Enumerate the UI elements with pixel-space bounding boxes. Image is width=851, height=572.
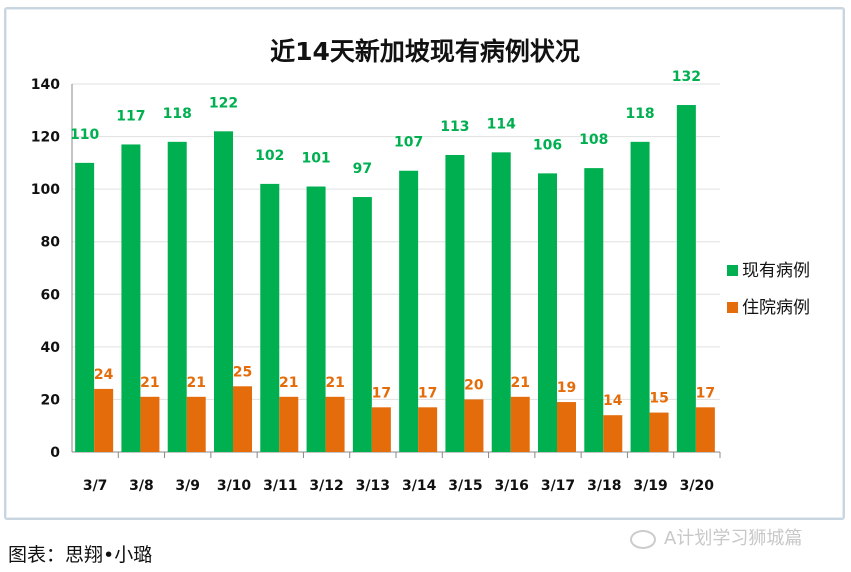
x-tick-label: 3/11 [263,478,297,494]
data-label: 101 [301,151,330,167]
bar-hospitalized [695,407,715,452]
bar-active [491,152,511,453]
bar-active [538,173,557,452]
bar-active [306,186,326,452]
x-tick-label: 3/16 [495,478,529,494]
data-label: 118 [625,106,654,122]
bar-hospitalized [418,407,438,452]
x-tick-label: 3/9 [175,478,200,494]
y-tick-label: 140 [31,77,60,93]
bar-hospitalized [649,412,669,452]
y-tick-label: 20 [41,392,61,408]
x-tick-label: 3/15 [448,478,482,494]
data-label: 113 [440,119,469,135]
bar-active [352,197,372,452]
bar-active [167,141,187,453]
data-label: 106 [533,137,562,153]
data-label: 21 [186,375,205,391]
bar-hospitalized [371,407,391,452]
bar-hospitalized [279,396,299,452]
x-tick-label: 3/20 [680,478,715,494]
watermark: A计划学习狮城篇 [630,524,802,550]
x-tick-label: 3/18 [587,478,621,494]
data-label: 17 [696,385,715,401]
bar-active [584,168,604,452]
data-label: 117 [116,108,145,124]
data-label: 19 [557,380,576,396]
bar-chart: 近14天新加坡现有病例状况 0 20 40 60 80 100 120 140 3/7 110 24 3… [31,37,810,494]
data-label: 15 [649,391,668,407]
bar-hospitalized [603,415,623,452]
data-label: 14 [603,393,623,409]
bar-active [445,154,465,452]
y-tick-label: 40 [41,340,61,356]
x-tick-label: 3/14 [402,478,437,494]
data-label: 97 [353,161,372,177]
data-label: 17 [418,385,437,401]
data-label: 114 [487,116,516,132]
x-tick-label: 3/7 [83,478,108,494]
bar-hospitalized [186,396,206,452]
bar-hospitalized [140,396,160,452]
bar-hospitalized [510,396,530,452]
bar-active [260,183,280,452]
bar-hospitalized [557,402,576,452]
data-label: 132 [672,69,701,85]
caption: 图表：思翔•小璐 [8,544,153,566]
x-tick-label: 3/19 [633,478,667,494]
chart-title: 近14天新加坡现有病例状况 [270,37,580,66]
x-tick-label: 3/10 [217,478,252,494]
legend-label: 住院病例 [742,298,810,318]
legend-label: 现有病例 [742,261,810,281]
x-tick-label: 3/8 [129,478,154,494]
data-label: 118 [163,106,192,122]
data-label: 102 [255,148,284,164]
data-label: 107 [394,135,423,151]
data-label: 21 [325,375,344,391]
y-tick-label: 120 [31,130,60,146]
data-label: 122 [209,95,238,111]
data-label: 108 [579,132,608,148]
legend-swatch [727,265,738,276]
bar-active [214,131,233,453]
bar-active [630,141,650,453]
wechat-icon [630,529,656,549]
data-label: 21 [510,375,529,391]
bar-active [121,144,141,452]
data-label: 24 [94,367,114,383]
y-tick-label: 80 [41,235,61,251]
watermark-text: A计划学习狮城篇 [664,528,803,549]
x-tick-label: 3/17 [541,478,575,494]
data-label: 17 [372,385,391,401]
bar-hospitalized [464,399,484,452]
data-label: 25 [233,364,252,380]
chart-frame [4,7,845,520]
bar-hospitalized [325,396,345,452]
x-tick-label: 3/13 [356,478,390,494]
bar-active [676,105,696,453]
data-label: 20 [464,377,484,393]
data-label: 110 [70,127,99,143]
data-label: 21 [279,375,298,391]
y-tick-label: 60 [41,287,61,303]
legend-swatch [727,302,738,313]
y-tick-label: 0 [50,445,60,461]
x-tick-label: 3/12 [309,478,343,494]
bar-active [399,170,419,452]
bar-hospitalized [233,386,252,452]
bar-active [75,162,95,452]
data-label: 21 [140,375,159,391]
bar-hospitalized [94,388,114,452]
y-tick-label: 100 [31,182,60,198]
